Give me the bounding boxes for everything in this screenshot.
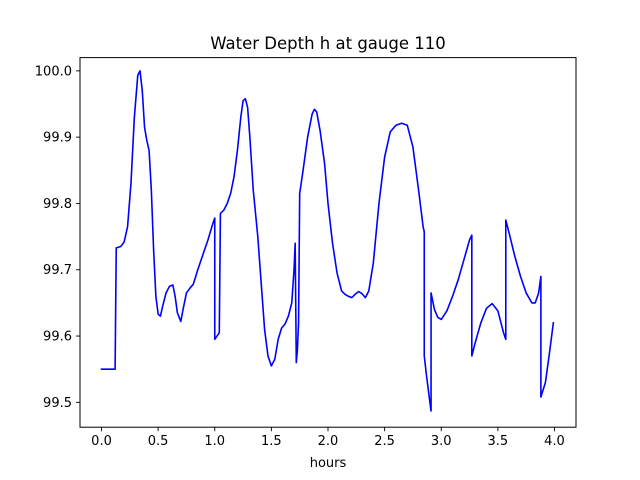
- y-tick-label: 99.9: [43, 131, 72, 146]
- x-tick-label: 1.5: [261, 434, 282, 449]
- y-tick-label: 99.6: [43, 330, 72, 345]
- x-tick-label: 1.0: [204, 434, 225, 449]
- x-tick-label: 0.0: [91, 434, 112, 449]
- y-tick-label: 100.0: [35, 64, 72, 79]
- x-tick-label: 4.0: [544, 434, 565, 449]
- x-axis-label: hours: [310, 456, 347, 471]
- x-axis: 0.0 0.5 1.0 1.5 2.0 2.5 3.0 3.5 4.0: [91, 427, 565, 449]
- x-tick-label: 3.0: [431, 434, 452, 449]
- y-tick-label: 99.7: [43, 263, 72, 278]
- y-tick-label: 99.8: [43, 197, 72, 212]
- plot-area: [100, 70, 555, 412]
- y-tick-label: 99.5: [43, 396, 72, 411]
- chart-title: Water Depth h at gauge 110: [210, 34, 445, 53]
- y-axis: 99.5 99.6 99.7 99.8 99.9 100.0: [35, 64, 80, 411]
- axes-frame: [79, 57, 577, 428]
- x-tick-label: 0.5: [148, 434, 169, 449]
- x-tick-label: 2.5: [374, 434, 395, 449]
- x-tick-label: 2.0: [318, 434, 339, 449]
- series-line-0: [100, 70, 555, 412]
- x-tick-label: 3.5: [488, 434, 509, 449]
